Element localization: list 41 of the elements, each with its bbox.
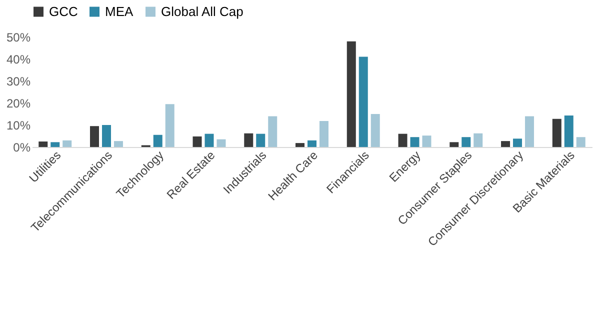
bar xyxy=(552,118,562,147)
bar xyxy=(216,139,226,147)
bar xyxy=(256,134,266,147)
bar xyxy=(268,116,278,147)
bar xyxy=(62,140,72,147)
bar xyxy=(358,56,368,147)
y-tick-label: 50% xyxy=(6,30,31,44)
bar xyxy=(524,116,534,147)
legend-label: MEA xyxy=(105,4,134,19)
bar xyxy=(50,142,60,147)
bar xyxy=(513,138,522,147)
y-tick-label: 40% xyxy=(6,52,31,66)
y-tick-label: 20% xyxy=(6,96,31,110)
y-tick-label: 10% xyxy=(6,118,31,132)
bar xyxy=(346,41,356,147)
bar xyxy=(204,134,214,147)
bar xyxy=(308,140,316,147)
y-tick-label: 0% xyxy=(13,140,31,154)
legend-label: Global All Cap xyxy=(161,4,244,19)
bar xyxy=(501,141,510,147)
bar xyxy=(474,133,483,147)
bar xyxy=(564,116,574,147)
bar xyxy=(102,125,111,147)
bar xyxy=(114,141,123,147)
bar xyxy=(296,143,305,147)
bar xyxy=(165,104,174,147)
y-tick-label: 30% xyxy=(6,74,31,88)
bar xyxy=(450,142,459,147)
bar xyxy=(370,114,380,147)
bar xyxy=(398,134,408,147)
bar xyxy=(422,136,432,147)
bar xyxy=(410,137,420,147)
bar xyxy=(192,136,202,147)
bar xyxy=(153,134,162,147)
bar xyxy=(38,142,48,147)
bar xyxy=(244,133,254,147)
legend-label: GCC xyxy=(49,4,78,19)
bar xyxy=(319,121,328,147)
bar xyxy=(90,126,100,147)
bar xyxy=(576,137,586,147)
bar xyxy=(462,137,471,147)
